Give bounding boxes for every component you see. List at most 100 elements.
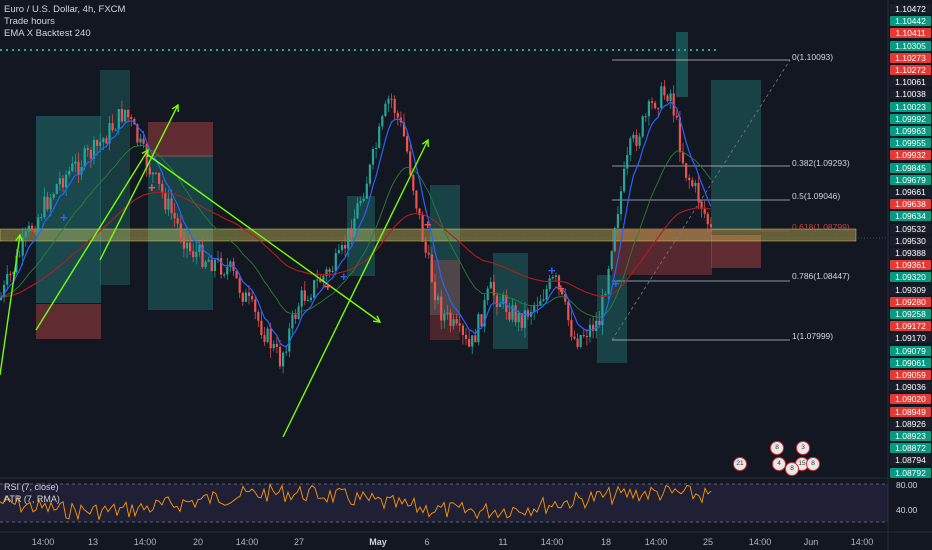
candle-body xyxy=(663,86,666,96)
candle-body xyxy=(619,191,623,215)
candle-body xyxy=(61,178,65,188)
candle-body xyxy=(244,292,247,302)
candle-body xyxy=(384,103,387,117)
candle-body xyxy=(542,299,545,301)
candle-body xyxy=(241,292,244,302)
candle-body xyxy=(71,163,74,172)
economic-event-badge[interactable]: 4 xyxy=(772,457,786,471)
candle-body xyxy=(161,183,164,194)
time-axis-label: 27 xyxy=(293,537,305,547)
candle-body xyxy=(204,261,207,268)
candle-body xyxy=(92,140,96,159)
economic-event-badge[interactable]: 8 xyxy=(770,441,784,455)
candle-body xyxy=(616,214,619,228)
trend-arrow-head xyxy=(141,148,149,158)
candle-body xyxy=(83,148,86,167)
time-axis-label: 14:00 xyxy=(235,537,259,547)
candle-body xyxy=(359,201,362,204)
candle-body xyxy=(21,237,24,256)
time-axis-label: 14:00 xyxy=(31,537,55,547)
candle-body xyxy=(437,296,440,301)
candle-body xyxy=(514,305,517,323)
price-tag: 1.09634 xyxy=(890,211,931,222)
candle-body xyxy=(130,117,133,119)
price-tag: 1.10038 xyxy=(890,89,931,100)
candle-body xyxy=(412,174,415,191)
price-tag: 1.10472 xyxy=(890,4,931,14)
candle-body xyxy=(406,136,409,152)
candle-body xyxy=(120,109,123,122)
candle-body xyxy=(430,254,433,283)
candle-body xyxy=(657,108,660,110)
price-scale[interactable]: 1.10472 1.10442 1.10411 1.10305 1.10273 1.102… xyxy=(888,0,932,478)
candle-body xyxy=(285,351,288,353)
trend-arrow xyxy=(35,149,149,331)
candle-body xyxy=(548,278,551,289)
price-tag: 1.09530 xyxy=(890,235,931,246)
candle-body xyxy=(588,324,592,337)
candle-body xyxy=(331,270,334,272)
candle-body xyxy=(427,252,430,255)
price-tag: 1.09036 xyxy=(890,382,931,393)
rsi-label[interactable]: RSI (7, close) xyxy=(4,482,59,492)
fib-level-label: 0(1.10093) xyxy=(792,52,834,62)
buy-signal-marker: + xyxy=(612,276,620,291)
candle-body xyxy=(387,98,390,104)
candle-body xyxy=(319,279,322,283)
candle-body xyxy=(523,310,526,328)
candle-body xyxy=(629,138,632,156)
symbol-title[interactable]: Euro / U.S. Dollar, 4h, FXCM xyxy=(4,4,126,15)
time-axis-label: Jun xyxy=(803,537,819,547)
candle-body xyxy=(3,284,6,298)
candle-body xyxy=(99,142,102,146)
price-tag: 1.10442 xyxy=(890,16,931,27)
economic-event-badge[interactable]: 8 xyxy=(806,457,820,471)
candle-body xyxy=(189,242,192,252)
position-box xyxy=(612,230,712,275)
candle-body xyxy=(123,109,127,122)
candle-body xyxy=(65,174,68,188)
candle-body xyxy=(489,281,492,289)
candle-body xyxy=(455,319,458,324)
candle-body xyxy=(647,101,650,117)
economic-event-badge[interactable]: 3 xyxy=(796,441,810,455)
candle-body xyxy=(238,278,241,293)
candle-body xyxy=(390,98,393,100)
candle-body xyxy=(433,282,437,301)
price-tag: 1.09532 xyxy=(890,223,931,234)
candle-body xyxy=(257,311,260,321)
candle-body xyxy=(396,112,399,118)
price-tag: 1.09280 xyxy=(890,296,931,307)
rsi-level-high: 80.00 xyxy=(896,480,918,490)
candle-body xyxy=(34,230,37,233)
atr-label[interactable]: ATR (7, RMA) xyxy=(4,494,60,504)
candle-body xyxy=(666,95,669,101)
candle-body xyxy=(306,300,309,302)
position-box xyxy=(36,304,101,339)
indicator-trade-hours[interactable]: Trade hours xyxy=(4,16,55,27)
candle-body xyxy=(709,224,712,228)
candle-body xyxy=(378,126,381,148)
candle-body xyxy=(275,343,278,347)
economic-event-badge[interactable]: 21 xyxy=(733,457,747,471)
price-tag: 1.08872 xyxy=(890,443,931,454)
trend-arrow xyxy=(147,154,381,323)
indicator-ema-backtest[interactable]: EMA X Backtest 240 xyxy=(4,28,91,39)
time-axis-label: 20 xyxy=(192,537,204,547)
candle-body xyxy=(207,259,210,262)
candle-body xyxy=(52,193,55,198)
fib-level-label: 0.618(1.08799) xyxy=(792,222,850,232)
candle-body xyxy=(210,259,213,272)
position-box xyxy=(711,235,761,268)
price-tag: 1.10305 xyxy=(890,40,931,51)
candle-body xyxy=(173,212,176,219)
candle-body xyxy=(375,147,378,149)
candle-body xyxy=(77,161,80,175)
candle-body xyxy=(179,223,182,238)
price-tag: 1.09845 xyxy=(890,162,931,173)
time-axis[interactable]: 14:00 13 14:00 20 14:00 27 May 6 11 14:00 18 14:00 2… xyxy=(0,532,888,550)
economic-event-badge[interactable]: 8 xyxy=(785,462,799,476)
price-tag: 1.09309 xyxy=(890,284,931,295)
time-axis-label: 14:00 xyxy=(644,537,668,547)
